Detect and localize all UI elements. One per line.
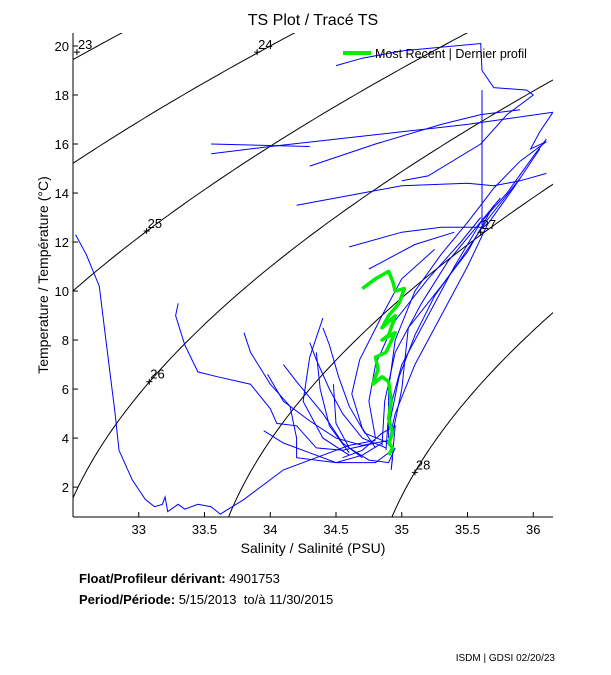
profile-line-22: [390, 205, 495, 441]
density-contour-26: [73, 79, 553, 500]
y-tick-label: 16: [55, 137, 69, 152]
contour-marker-23: [73, 49, 80, 56]
contour-marker-25: [143, 228, 150, 235]
profile-line-10: [296, 172, 547, 206]
profile-line-1: [175, 303, 376, 451]
x-tick-label: 35: [395, 522, 409, 537]
profile-line-20: [283, 364, 363, 459]
profile-line-14: [385, 138, 547, 451]
density-contour-23: [73, 33, 123, 61]
legend-label-recent: Most Recent | Dernier profil: [375, 47, 527, 61]
x-tick-label: 36: [526, 522, 540, 537]
contour-marker-24: [254, 49, 261, 56]
y-tick-label: 8: [62, 333, 69, 348]
profile-line-2: [243, 332, 383, 464]
profile-line-9: [211, 143, 310, 147]
period-end: 11/30/2015: [269, 592, 334, 607]
profile-line-25: [388, 177, 521, 429]
contour-marker-27: [477, 229, 484, 236]
profile-line-0: [75, 234, 376, 515]
y-tick-label: 12: [55, 235, 69, 250]
period-separator: to/à: [243, 592, 266, 607]
profile-line-5: [322, 327, 389, 444]
legend: Most Recent | Dernier profil: [343, 47, 527, 61]
contour-label-26: 26: [150, 367, 164, 382]
y-tick-label: 14: [55, 186, 69, 201]
contour-label-25: 25: [148, 216, 162, 231]
y-tick-label: 2: [62, 480, 69, 495]
profile-line-3: [267, 374, 389, 446]
period-info: Period/Période: 5/15/2013 to/à 11/30/201…: [79, 592, 333, 607]
recent-profile-line: [361, 269, 407, 457]
profile-line-12: [368, 231, 455, 270]
profile-line-11: [349, 226, 484, 248]
profile-line-23: [351, 249, 435, 449]
y-tick-label: 18: [55, 88, 69, 103]
x-tick-label: 34.5: [323, 522, 348, 537]
x-tick-label: 33.5: [192, 522, 217, 537]
contour-label-28: 28: [416, 457, 430, 472]
x-axis-label: Salinity / Salinité (PSU): [241, 540, 386, 556]
contour-label-24: 24: [258, 37, 272, 52]
x-tick-label: 33: [132, 522, 146, 537]
profile-line-4: [309, 342, 387, 449]
y-tick-label: 4: [62, 431, 69, 446]
profile-line-13: [309, 109, 521, 167]
period-start: 5/15/2013: [178, 592, 237, 607]
chart-title: TS Plot / Tracé TS: [248, 12, 378, 29]
x-tick-label: 35.5: [455, 522, 480, 537]
density-contour-28: [391, 311, 553, 517]
profile-line-7: [335, 42, 535, 182]
profile-line-15: [381, 197, 501, 446]
density-contour-24: [73, 33, 296, 164]
profile-line-24: [332, 384, 396, 464]
contour-label-27: 27: [482, 217, 496, 232]
contour-label-23: 23: [78, 37, 92, 52]
float-info: Float/Profileur dérivant: 4901753: [79, 571, 280, 586]
footer-credit: ISDM | GDSI 02/20/23: [455, 653, 555, 664]
float-label: Float/Profileur dérivant:: [79, 571, 226, 586]
y-tick-label: 6: [62, 382, 69, 397]
density-contour-27: [228, 183, 553, 517]
profile-line-19: [315, 352, 350, 454]
y-tick-label: 20: [55, 39, 69, 54]
profile-line-26: [342, 424, 396, 470]
profile-line-18: [302, 317, 350, 456]
x-tick-label: 34: [263, 522, 277, 537]
y-tick-label: 10: [55, 284, 69, 299]
float-id: 4901753: [229, 571, 280, 586]
profile-line-16: [388, 148, 541, 444]
contour-marker-26: [146, 378, 153, 385]
density-contour-25: [73, 33, 469, 292]
contour-marker-28: [411, 469, 418, 476]
period-label: Period/Période:: [79, 592, 176, 607]
y-axis-label: Temperature / Température (°C): [35, 176, 51, 374]
